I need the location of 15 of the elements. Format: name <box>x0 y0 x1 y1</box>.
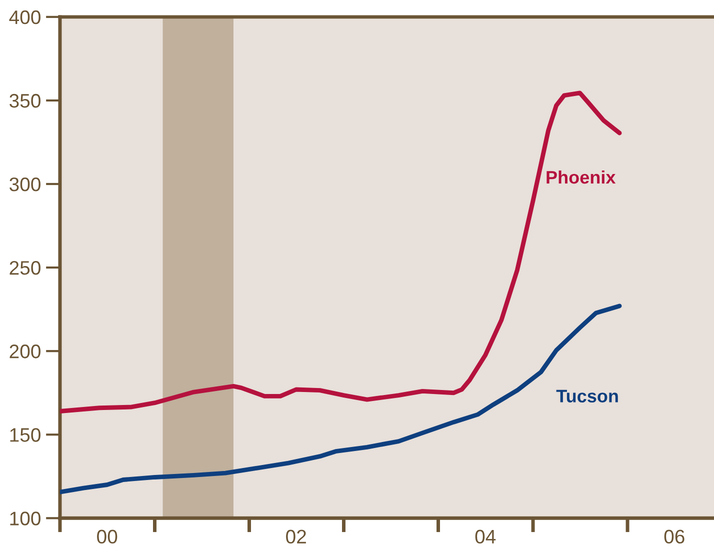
x-tick-label: 04 <box>475 530 496 544</box>
y-tick-label: 100 <box>10 512 40 526</box>
x-tick-label: 00 <box>97 530 118 544</box>
line-series <box>60 90 622 414</box>
line-series <box>60 304 622 494</box>
x-tick-label: 02 <box>286 530 306 544</box>
y-tick-label: 300 <box>10 177 40 192</box>
y-tick-label: 200 <box>10 344 40 358</box>
y-tick-label: 400 <box>9 10 40 24</box>
x-tick-label: 06 <box>664 530 684 544</box>
series-label: Tucson <box>556 390 618 402</box>
series-label: Phoenix <box>546 170 616 184</box>
y-tick-label: 350 <box>10 94 40 108</box>
y-tick-label: 150 <box>10 428 40 442</box>
y-tick-label: 250 <box>10 261 40 275</box>
